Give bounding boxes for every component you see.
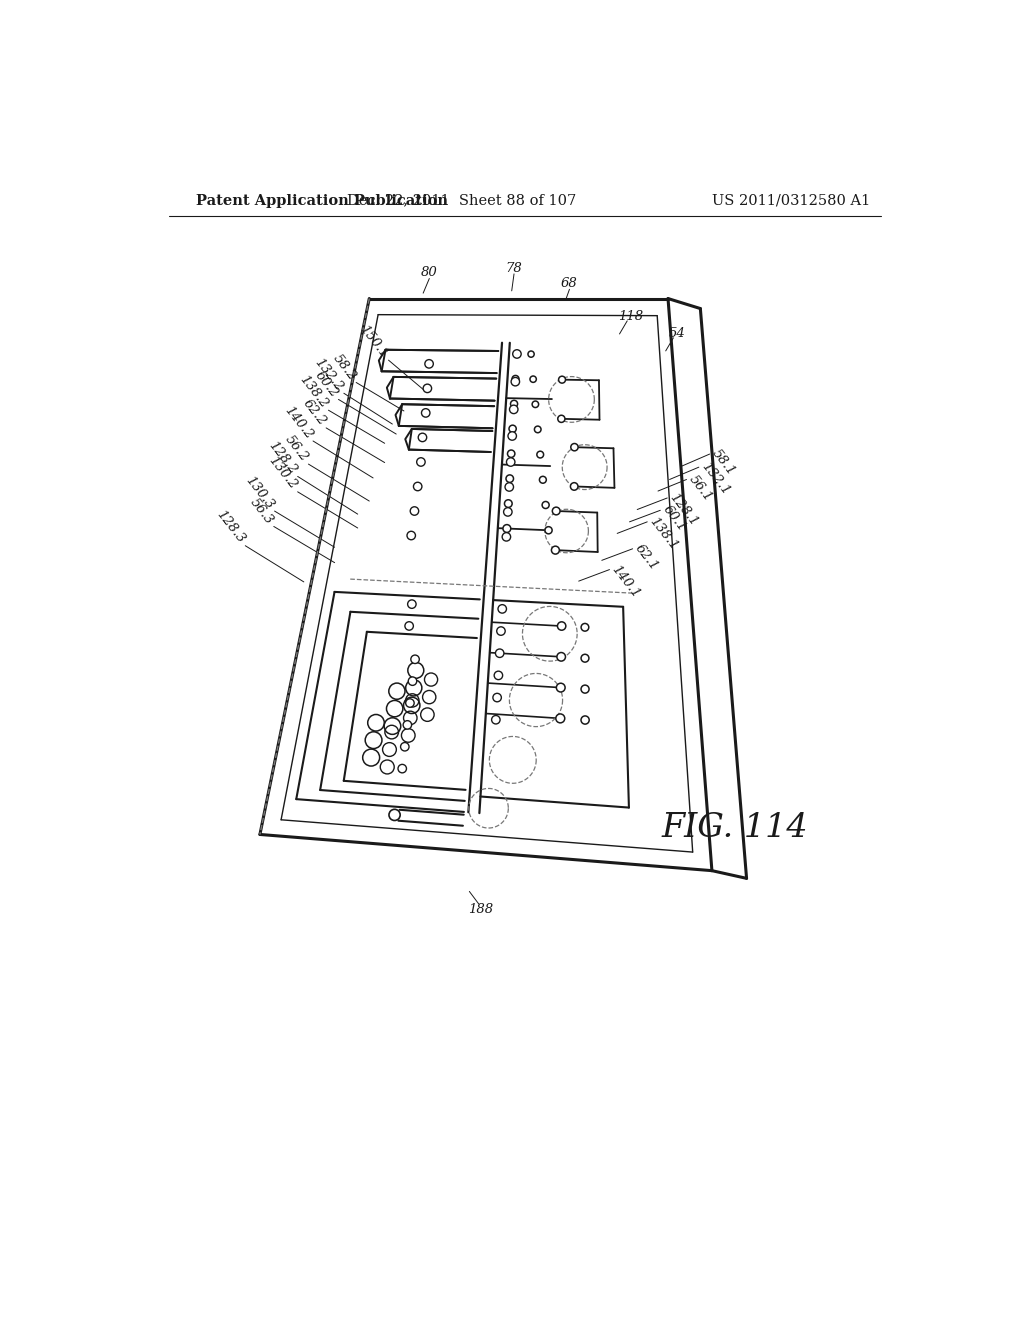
Circle shape [498, 605, 507, 612]
Text: 140.2: 140.2 [282, 404, 315, 441]
Circle shape [406, 698, 414, 708]
Circle shape [570, 444, 579, 451]
Circle shape [509, 425, 516, 433]
Circle shape [505, 483, 513, 491]
Text: 130.3: 130.3 [243, 474, 276, 511]
Text: US 2011/0312580 A1: US 2011/0312580 A1 [712, 194, 869, 207]
Circle shape [508, 450, 515, 458]
Circle shape [540, 477, 547, 483]
Circle shape [495, 671, 503, 680]
Text: 138.1: 138.1 [647, 515, 680, 553]
Circle shape [389, 809, 400, 821]
Circle shape [414, 482, 422, 491]
Circle shape [496, 649, 504, 657]
Circle shape [512, 375, 519, 383]
Circle shape [417, 458, 425, 466]
Text: 58.1: 58.1 [709, 447, 737, 478]
Circle shape [556, 714, 565, 723]
Circle shape [537, 451, 544, 458]
Circle shape [506, 475, 513, 482]
Text: 80: 80 [421, 265, 437, 279]
Text: 56.1: 56.1 [686, 473, 715, 503]
Circle shape [528, 351, 535, 358]
Circle shape [493, 693, 502, 702]
Circle shape [511, 378, 519, 385]
Text: 60.1: 60.1 [659, 503, 688, 535]
Circle shape [411, 507, 419, 515]
Text: 132.2: 132.2 [311, 355, 345, 393]
Text: 132.1: 132.1 [698, 461, 732, 498]
Circle shape [423, 384, 431, 392]
Circle shape [398, 764, 407, 772]
Text: 128.3: 128.3 [214, 508, 248, 546]
Text: 78: 78 [506, 261, 522, 275]
Circle shape [504, 508, 512, 516]
Circle shape [570, 483, 578, 490]
Circle shape [404, 622, 414, 630]
Circle shape [505, 500, 512, 507]
Text: Dec. 22, 2011  Sheet 88 of 107: Dec. 22, 2011 Sheet 88 of 107 [347, 194, 577, 207]
Text: 140.1: 140.1 [609, 562, 642, 601]
Text: 56.3: 56.3 [248, 495, 275, 527]
Circle shape [418, 433, 427, 442]
Circle shape [513, 350, 521, 358]
Text: 130.2: 130.2 [266, 454, 300, 492]
Text: 118: 118 [618, 310, 644, 323]
Text: 60.2: 60.2 [312, 368, 341, 400]
Text: 62.2: 62.2 [300, 397, 328, 428]
Circle shape [503, 524, 511, 532]
Circle shape [551, 546, 559, 554]
Circle shape [530, 376, 537, 383]
Text: 62.1: 62.1 [632, 541, 660, 573]
Circle shape [557, 622, 566, 630]
Circle shape [411, 655, 419, 664]
Circle shape [581, 715, 589, 725]
Circle shape [514, 351, 520, 358]
Text: 56.2: 56.2 [283, 433, 310, 465]
Text: 128.1: 128.1 [667, 491, 700, 528]
Circle shape [552, 507, 560, 515]
Circle shape [511, 400, 517, 408]
Circle shape [581, 685, 589, 693]
Circle shape [492, 715, 500, 723]
Circle shape [497, 627, 505, 635]
Text: 150.1: 150.1 [356, 322, 390, 360]
Text: 188: 188 [468, 903, 494, 916]
Circle shape [508, 432, 516, 440]
Text: 138.2: 138.2 [296, 372, 330, 411]
Circle shape [507, 458, 515, 466]
Circle shape [510, 405, 518, 413]
Circle shape [545, 527, 552, 533]
Text: 68: 68 [561, 277, 578, 289]
Text: 58.2: 58.2 [330, 351, 358, 383]
Circle shape [581, 655, 589, 663]
Text: FIG. 114: FIG. 114 [662, 812, 809, 845]
Circle shape [408, 599, 416, 609]
Circle shape [556, 684, 565, 692]
Text: Patent Application Publication: Patent Application Publication [196, 194, 449, 207]
Circle shape [557, 652, 565, 661]
Circle shape [400, 743, 409, 751]
Circle shape [403, 721, 412, 729]
Circle shape [422, 409, 430, 417]
Circle shape [425, 359, 433, 368]
Text: 54: 54 [669, 327, 686, 341]
Circle shape [407, 531, 416, 540]
Circle shape [502, 532, 511, 541]
Circle shape [532, 401, 539, 408]
Circle shape [581, 623, 589, 631]
Circle shape [542, 502, 549, 508]
Circle shape [535, 426, 541, 433]
Circle shape [558, 376, 565, 383]
Text: 128.2: 128.2 [266, 438, 300, 477]
Circle shape [558, 416, 565, 422]
Circle shape [409, 677, 417, 685]
